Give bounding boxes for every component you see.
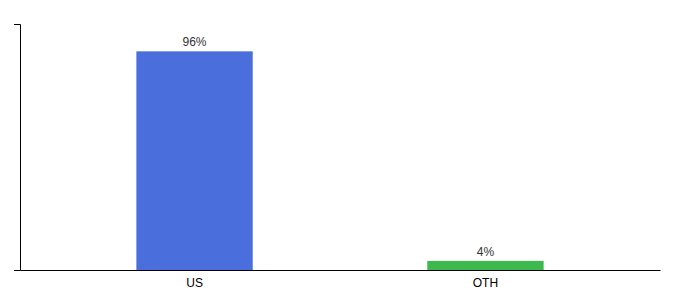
chart-svg: US OTH 96% 4% — [0, 0, 680, 300]
x-tick: US — [186, 276, 203, 290]
data-label: 96% — [183, 35, 207, 49]
chart-container: US OTH 96% 4% — [0, 0, 680, 300]
bar — [136, 51, 252, 270]
y-axis-line — [14, 25, 21, 271]
x-tick-label: OTH — [473, 276, 498, 290]
bars — [136, 51, 543, 270]
data-label: 4% — [477, 245, 495, 259]
x-axis-line — [21, 270, 661, 271]
x-axis: US OTH — [21, 271, 661, 290]
x-tick-label: US — [186, 276, 203, 290]
plot-area: US OTH 96% 4% — [14, 25, 661, 290]
data-labels: 96% 4% — [183, 35, 495, 259]
bar — [427, 261, 543, 270]
y-axis — [14, 25, 21, 271]
x-tick: OTH — [473, 276, 498, 290]
